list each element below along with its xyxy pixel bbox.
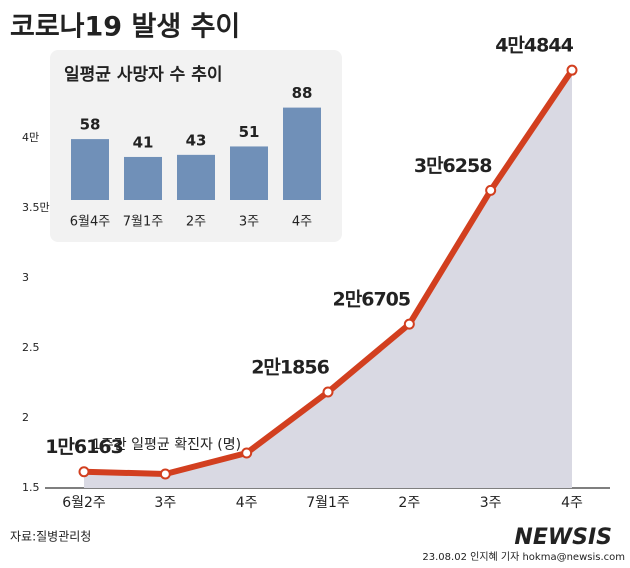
bar: [124, 156, 162, 200]
bar: [177, 154, 215, 200]
marker: [159, 468, 171, 480]
y-tick-label: 4만: [22, 131, 39, 144]
bar: [71, 139, 109, 200]
x-tick-label: 4주: [561, 495, 583, 511]
data-label: 4만4844: [495, 35, 573, 57]
marker: [78, 466, 90, 478]
x-tick-label: 6월2주: [62, 495, 106, 511]
y-tick-label: 1.5: [22, 481, 40, 494]
bar: [230, 146, 268, 200]
credit: 23.08.02 인지혜 기자 hokma@newsis.com: [422, 551, 625, 563]
data-label: 88: [292, 84, 313, 102]
source: 자료:질병관리청: [10, 530, 91, 544]
inset-title: 일평균 사망자 수 추이: [64, 65, 223, 85]
data-label: 3만6258: [414, 155, 492, 177]
marker: [566, 64, 578, 76]
chart-title: 코로나19 발생 추이: [10, 12, 240, 43]
x-tick-label: 7월1주: [123, 215, 164, 230]
x-tick-label: 3주: [154, 495, 176, 511]
x-tick-label: 7월1주: [306, 495, 350, 511]
x-tick-label: 4주: [292, 215, 312, 230]
marker: [485, 184, 497, 196]
data-label: 2만6705: [333, 289, 411, 311]
inset-panel: [50, 50, 342, 242]
marker: [403, 318, 415, 330]
x-tick-label: 6월4주: [70, 215, 111, 230]
data-label: 51: [239, 123, 260, 141]
data-label: 43: [186, 131, 207, 149]
x-tick-label: 3주: [480, 495, 502, 511]
data-label: 41: [133, 133, 154, 151]
bar: [283, 107, 321, 200]
marker: [322, 386, 334, 398]
area: [84, 70, 572, 489]
annotation: 1주간 일평균 확진자 (명): [92, 437, 241, 453]
logo: NEWSIS: [514, 525, 612, 550]
x-tick-label: 3주: [239, 215, 259, 230]
marker: [241, 447, 253, 459]
x-tick-label: 2주: [186, 215, 206, 230]
y-tick-label: 2.5: [22, 341, 40, 354]
x-tick-label: 4주: [236, 495, 258, 511]
y-tick-label: 3: [22, 271, 29, 284]
data-label: 2만1856: [251, 357, 329, 379]
y-tick-label: 2: [22, 411, 29, 424]
x-tick-label: 2주: [398, 495, 420, 511]
data-label: 58: [80, 116, 101, 134]
y-tick-label: 3.5만: [22, 201, 50, 214]
data-label: 1만6163: [45, 436, 123, 458]
